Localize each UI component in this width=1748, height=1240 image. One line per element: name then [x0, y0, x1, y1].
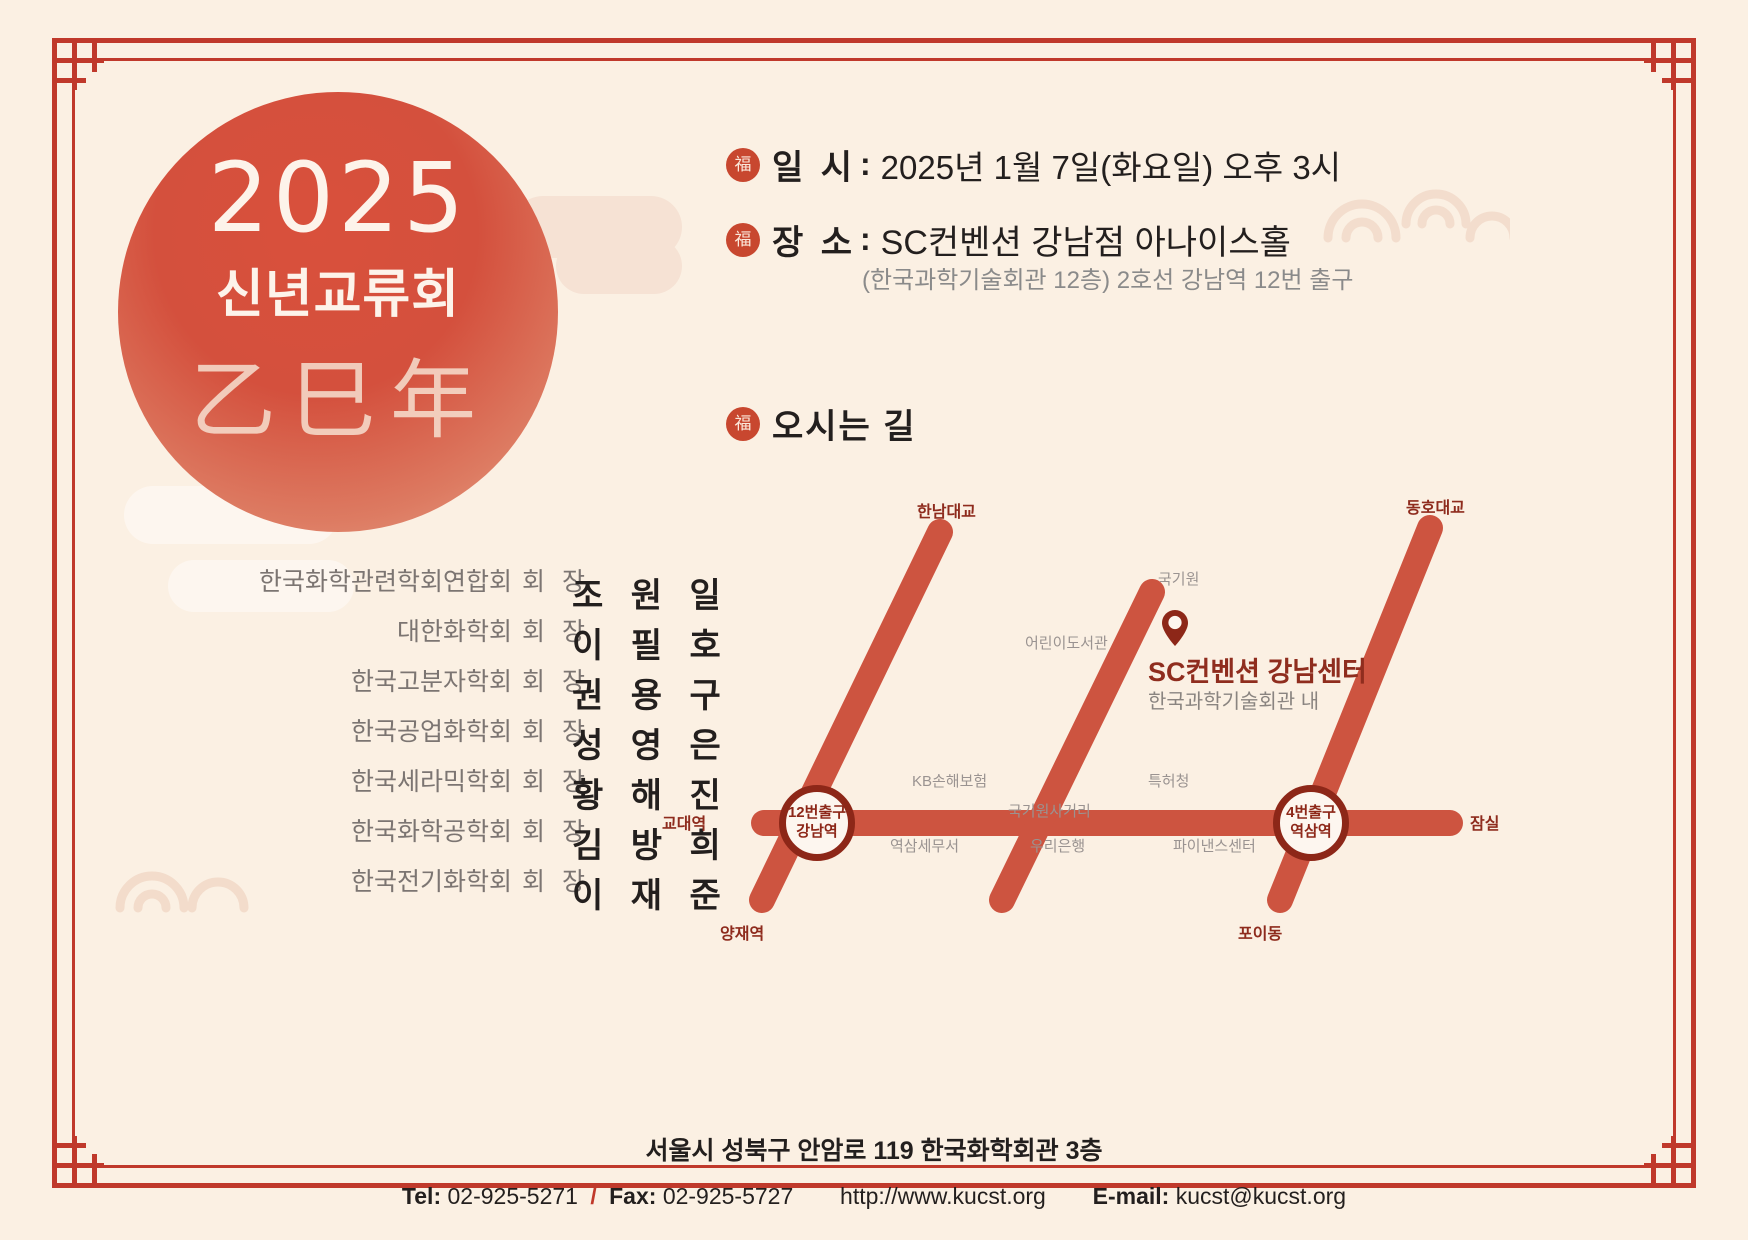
node-gangnam-station[interactable]: 12번출구 강남역: [779, 785, 855, 861]
officer-row: 한국화학공학회 회 장 김 방 희: [120, 812, 721, 865]
officer-row: 대한화학회 회 장 이 필 호: [120, 612, 721, 665]
officer-row: 한국세라믹학회 회 장 황 해 진: [120, 762, 721, 815]
date-value: 2025년 1월 7일(화요일) 오후 3시: [880, 148, 1342, 186]
officer-name: 김 방 희: [572, 827, 730, 865]
map-landmark-children-library: 어린이도서관: [1025, 635, 1108, 652]
footer-email-label: E-mail:: [1092, 1183, 1170, 1209]
directions-title: 오시는 길: [772, 408, 917, 446]
officer-name: 이 필 호: [572, 627, 730, 665]
place-colon: :: [860, 221, 871, 257]
officer-name: 조 원 일: [572, 577, 730, 615]
cloud-decoration-5: [168, 560, 354, 612]
wave-decoration-top-right: [1320, 176, 1510, 246]
map-landmark-gukgiwon: 국기원: [1158, 571, 1200, 588]
officer-org: 한국화학관련학회연합회: [259, 568, 513, 596]
cloud-decoration-2: [556, 238, 682, 294]
frame-corner-top-left: [52, 38, 138, 124]
map-station-hannam: 한남대교: [917, 504, 976, 521]
frame-corner-top-right: [1610, 38, 1696, 124]
footer-separator: /: [590, 1183, 597, 1209]
node-exit-label: 12번출구: [787, 804, 847, 822]
footer-contact-line: Tel: 02-925-5271 / Fax: 02-925-5727 http…: [0, 1183, 1748, 1210]
poster-frame-outer: [52, 38, 1696, 1188]
officer-name: 황 해 진: [572, 777, 730, 815]
hero-sun-circle: [118, 92, 558, 532]
officer-position: 회 장: [522, 668, 590, 696]
footer-fax-label: Fax:: [609, 1183, 657, 1209]
officer-position: 회 장: [522, 868, 590, 896]
officer-row: 한국고분자학회 회 장 권 용 구: [120, 662, 721, 715]
map-landmark-woori-bank: 우리은행: [1030, 838, 1086, 855]
node-yeoksam-station[interactable]: 4번출구 역삼역: [1273, 785, 1349, 861]
map-station-dongho: 동호대교: [1406, 500, 1465, 517]
footer-tel-value: 02-925-5271: [447, 1183, 578, 1209]
officer-row: 한국공업화학회 회 장 성 영 은: [120, 712, 721, 765]
place-value: SC컨벤션 강남점 아나이스홀: [880, 224, 1291, 262]
footer-fax-value: 02-925-5727: [662, 1183, 794, 1209]
map-station-poidong: 포이동: [1238, 926, 1283, 943]
zodiac-year-text: 乙巳年: [190, 353, 490, 449]
wave-decoration-bottom-left: [112, 852, 252, 916]
officer-org: 한국고분자학회: [351, 668, 513, 696]
officer-row: 한국화학관련학회연합회 회 장 조 원 일: [120, 562, 721, 615]
officer-name: 이 재 준: [572, 877, 730, 915]
officer-org: 한국전기화학회: [351, 868, 513, 896]
date-label: 일 시: [772, 149, 857, 187]
officer-position: 회 장: [522, 768, 590, 796]
map-poi-sub: 한국과학기술회관 내: [1148, 691, 1320, 713]
officer-position: 회 장: [522, 568, 590, 596]
officer-position: 회 장: [522, 618, 590, 646]
place-label: 장 소: [772, 224, 857, 262]
officer-name: 권 용 구: [572, 677, 730, 715]
footer-tel-label: Tel:: [401, 1183, 442, 1209]
map-poi-name: SC컨벤션 강남센터: [1148, 657, 1367, 687]
officer-org: 한국화학공학회: [351, 818, 513, 846]
map-landmark-kb-insurance: KB손해보험: [912, 773, 988, 790]
officer-row: 한국전기화학회 회 장 이 재 준: [120, 862, 721, 915]
event-info-block: 福 일 시 : 2025년 1월 7일(화요일) 오후 3시 福 장 소 : S…: [726, 140, 1576, 448]
map-station-yangjae: 양재역: [720, 926, 765, 943]
date-colon: :: [860, 146, 871, 182]
hero-title: 신년교류회: [215, 266, 461, 324]
bok-seal-icon: 福: [726, 222, 760, 257]
event-place-row: 福 장 소 : SC컨벤션 강남점 아나이스홀: [726, 215, 1576, 264]
node-station-label: 역삼역: [1290, 823, 1332, 840]
node-station-label: 강남역: [796, 823, 838, 840]
officer-position: 회 장: [522, 718, 590, 746]
officer-org: 대한화학회: [397, 618, 513, 646]
footer-address: 서울시 성북구 안암로 119 한국화학회관 3층: [645, 1137, 1103, 1165]
map-roads: [749, 515, 1463, 913]
map-landmark-gukgiwon-crossroad: 국기원사거리: [1008, 803, 1091, 820]
bok-seal-icon: 福: [726, 147, 760, 182]
node-exit-label: 4번출구: [1286, 804, 1336, 822]
hero-year: 2025: [207, 142, 469, 254]
event-date-row: 福 일 시 : 2025년 1월 7일(화요일) 오후 3시: [726, 140, 1576, 189]
officer-name: 성 영 은: [572, 727, 730, 765]
location-map: 12번출구 강남역 4번출구 역삼역 교대역 양재역 한남대교 동호대교 포이동…: [640, 480, 1700, 950]
footer-email-value[interactable]: kucst@kucst.org: [1175, 1183, 1347, 1209]
officer-position: 회 장: [522, 818, 590, 846]
road-center-diagonal: [989, 579, 1165, 913]
hero-text-group: 2025 신년교류회: [118, 92, 558, 532]
poster-frame-inner: [72, 58, 1676, 1168]
officer-org: 한국공업화학회: [351, 718, 513, 746]
map-station-gyodae: 교대역: [662, 816, 707, 833]
map-station-jamsil: 잠실: [1470, 816, 1500, 833]
bok-seal-icon: 福: [726, 406, 760, 441]
officer-org: 한국세라믹학회: [351, 768, 513, 796]
footer-website[interactable]: http://www.kucst.org: [840, 1183, 1046, 1209]
map-landmark-patent-office: 특허청: [1148, 773, 1190, 790]
place-sub-value: (한국과학기술회관 12층) 2호선 강남역 12번 출구: [862, 267, 1354, 294]
map-landmark-finance-center: 파이낸스센터: [1173, 838, 1256, 855]
officers-list: 한국화학관련학회연합회 회 장 조 원 일 대한화학회 회 장 이 필 호 한국…: [120, 562, 721, 915]
map-landmark-yeoksam-tax-office: 역삼세무서: [890, 838, 960, 855]
footer: 서울시 성북구 안암로 119 한국화학회관 3층 Tel: 02-925-52…: [0, 1131, 1748, 1210]
directions-heading-row: 福 오시는 길: [726, 399, 1576, 448]
